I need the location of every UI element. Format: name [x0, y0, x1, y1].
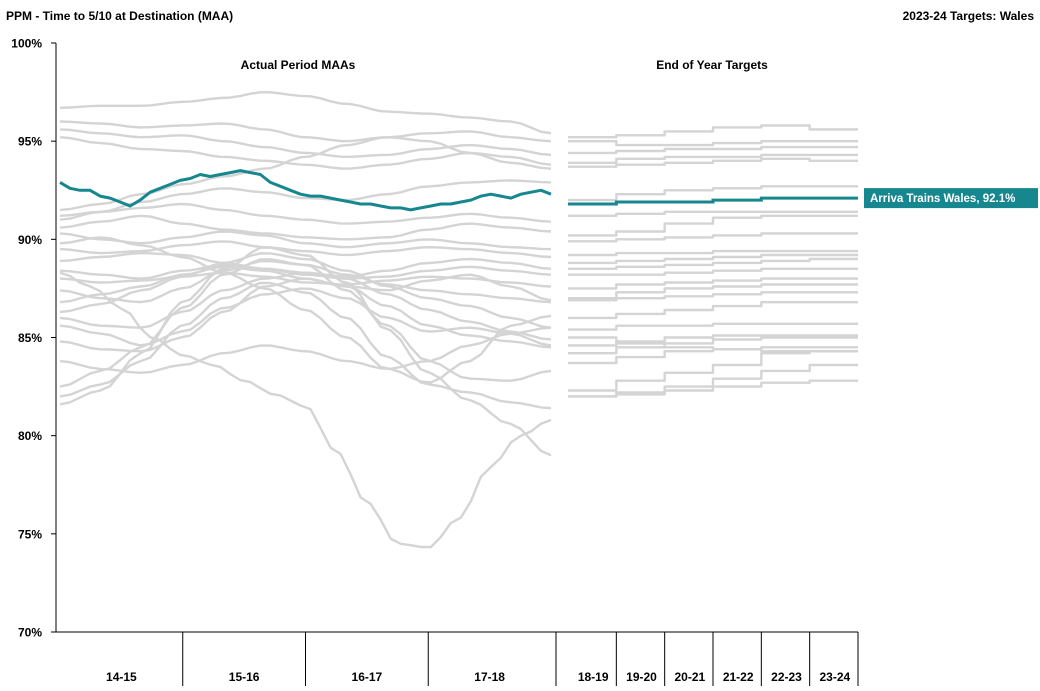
y-tick-label: 75% — [18, 527, 42, 541]
background-series-target-line — [568, 157, 858, 168]
background-series-actual-line — [59, 120, 552, 143]
x-axis: 14-15 15-16 16-17 17-18 18-19 19-20 20-21 21-22… — [56, 631, 859, 686]
background-series-actual-line — [59, 91, 552, 135]
y-axis: 70% 75% 80% 85% 90% 95% 100% — [11, 37, 57, 640]
x-tick-label: 22-23 — [771, 670, 802, 684]
y-tick-label: 80% — [18, 429, 42, 443]
background-series-actual-line — [59, 136, 552, 212]
background-series-actual-line — [59, 281, 552, 410]
background-series-target-line — [568, 379, 858, 398]
chart-subtitle: 2023-24 Targets: Wales — [903, 9, 1035, 23]
highlight-label-text: Arriva Trains Wales, 92.1% — [870, 193, 1015, 205]
highlight-target-line — [568, 196, 858, 206]
background-series-target-line — [568, 124, 858, 139]
background-series-actual-line — [59, 326, 552, 374]
x-tick-label: 17-18 — [474, 670, 505, 684]
background-series-target-line — [568, 322, 858, 331]
background-series-target-line — [568, 363, 858, 398]
background-series-actual-line — [59, 263, 552, 280]
background-series-actual-line — [59, 271, 552, 288]
background-series-actual-line — [59, 128, 552, 158]
y-tick-label: 70% — [18, 626, 42, 640]
background-series-target-line — [568, 214, 858, 237]
x-tick-label: 20-21 — [674, 670, 705, 684]
x-tick-label: 18-19 — [578, 670, 609, 684]
highlight-series — [59, 169, 858, 212]
background-series-target-line — [568, 301, 858, 320]
background-series-actual-line — [59, 202, 552, 225]
background-series-target-line — [568, 257, 858, 270]
background-series-actual-line — [59, 277, 552, 353]
background-series-target-line — [568, 249, 858, 257]
background-series-target-line — [568, 145, 858, 155]
x-tick-label: 16-17 — [352, 670, 383, 684]
y-tick-label: 85% — [18, 331, 42, 345]
x-tick-label: 23-24 — [819, 670, 850, 684]
background-series-target-line — [568, 153, 858, 164]
background-series-actual-line — [59, 258, 552, 388]
highlight-label-background — [864, 188, 1038, 209]
highlight-label: Arriva Trains Wales, 92.1% — [864, 188, 1038, 209]
background-series-actual-line — [59, 236, 552, 384]
background-series-actual-line — [59, 230, 552, 251]
background-series-target-line — [568, 140, 858, 147]
background-series-target-line — [568, 283, 858, 300]
background-series-target-line — [568, 336, 858, 355]
background-series-actual-line — [59, 179, 552, 221]
background-series-actual-line — [59, 252, 552, 329]
background-series-actual-line — [59, 271, 552, 341]
background-series-target-line — [568, 267, 858, 276]
background-series-lines — [59, 91, 858, 549]
y-tick-label: 100% — [11, 37, 42, 51]
background-series-target-line — [568, 336, 858, 353]
background-series-actual-line — [59, 287, 552, 347]
background-series-target-line — [568, 277, 858, 290]
background-series-target-line — [568, 210, 858, 217]
panel-label-targets: End of Year Targets — [656, 58, 768, 72]
background-series-actual-line — [59, 240, 552, 259]
background-series-target-line — [568, 291, 858, 302]
background-series-target-line — [568, 253, 858, 265]
x-tick-label: 19-20 — [626, 670, 657, 684]
background-series-target-line — [568, 185, 858, 202]
x-tick-label: 14-15 — [106, 670, 137, 684]
background-series-actual-line — [59, 214, 552, 241]
background-series-target-line — [568, 346, 858, 365]
x-tick-label: 21-22 — [723, 670, 754, 684]
background-series-actual-line — [59, 246, 552, 457]
background-series-target-line — [568, 350, 858, 392]
y-tick-label: 95% — [18, 135, 42, 149]
background-series-actual-line — [59, 271, 552, 549]
panel-label-actual: Actual Period MAAs — [241, 58, 356, 72]
background-series-target-line — [568, 232, 858, 243]
chart-title: PPM - Time to 5/10 at Destination (MAA) — [6, 9, 233, 23]
highlight-actual-line — [59, 169, 552, 212]
x-tick-label: 15-16 — [229, 670, 260, 684]
y-tick-label: 90% — [18, 233, 42, 247]
